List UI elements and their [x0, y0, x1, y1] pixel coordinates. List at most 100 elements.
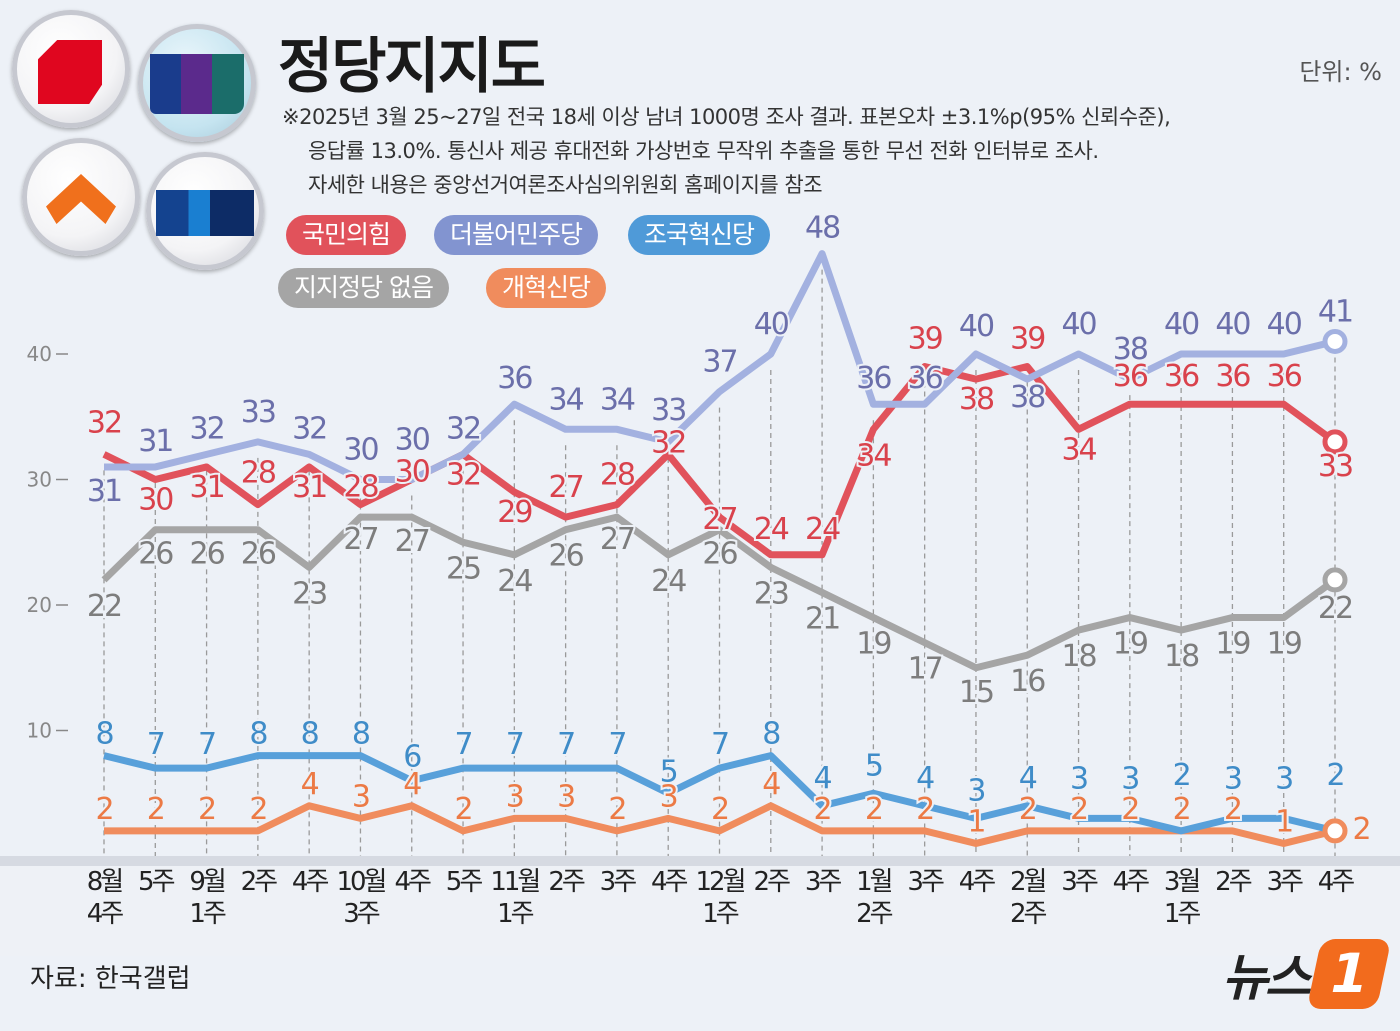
legend-democratic: 더불어민주당 — [434, 215, 599, 255]
brand-text: 뉴스 — [1222, 949, 1311, 1007]
data-label: 30 — [395, 423, 430, 458]
data-label: 34 — [600, 382, 635, 417]
x-tick-label: 4주 — [959, 867, 996, 897]
data-label: 3 — [506, 779, 523, 814]
data-label: 23 — [292, 576, 326, 611]
data-label: 7 — [198, 727, 215, 762]
x-tick-label: 9월 1주 — [189, 867, 226, 929]
data-label: 1 — [967, 804, 984, 839]
data-label: 22 — [1318, 591, 1352, 626]
y-tick-label: 40 — [27, 342, 52, 366]
x-tick-label: 5주 — [446, 867, 483, 897]
data-label: 3 — [967, 773, 984, 808]
data-label: 34 — [1061, 432, 1096, 467]
data-label: 28 — [343, 470, 378, 505]
x-tick-label: 2주 — [754, 867, 791, 897]
data-label: 34 — [856, 438, 891, 473]
data-label: 6 — [403, 740, 421, 775]
data-label: 2 — [814, 792, 831, 827]
data-label: 2 — [1019, 792, 1036, 827]
x-tick-label: 11월 1주 — [490, 867, 539, 929]
data-label: 3 — [1121, 761, 1138, 796]
x-axis-area — [0, 866, 1400, 956]
data-label: 23 — [754, 576, 788, 611]
x-tick-label: 3주 — [907, 867, 944, 897]
data-label: 2 — [1352, 812, 1369, 847]
data-label: 15 — [959, 675, 993, 710]
survey-note: ※2025년 3월 25~27일 전국 18세 이상 남녀 1000명 조사 결… — [282, 100, 1171, 202]
data-label: 2 — [1224, 792, 1241, 827]
data-label: 8 — [762, 717, 780, 752]
data-label: 2 — [198, 792, 215, 827]
data-label: 7 — [608, 727, 625, 762]
source-label: 자료: 한국갤럽 — [30, 964, 191, 994]
data-label: 7 — [711, 727, 728, 762]
endpoint-marker — [1322, 328, 1348, 354]
x-tick-label: 3주 — [805, 867, 842, 897]
data-label: 32 — [446, 457, 480, 492]
data-label: 2 — [95, 792, 112, 827]
data-label: 19 — [856, 627, 890, 662]
data-label: 3 — [1070, 761, 1087, 796]
legend-rebuilding-korea: 조국혁신당 — [628, 215, 771, 255]
data-label: 32 — [189, 411, 223, 446]
data-label: 18 — [1164, 639, 1199, 674]
x-tick-label: 4주 — [292, 867, 329, 897]
people-power-party-logo — [12, 10, 130, 128]
x-tick-label: 3주 — [600, 867, 637, 897]
data-label: 29 — [497, 495, 531, 530]
endpoint-marker — [1322, 567, 1348, 593]
data-label: 40 — [1164, 307, 1199, 342]
y-tick-label: 30 — [27, 468, 52, 492]
data-label: 48 — [805, 211, 840, 246]
data-label: 27 — [600, 522, 634, 557]
data-label: 38 — [1010, 380, 1045, 415]
y-tick-label: 10 — [27, 719, 52, 743]
data-label: 40 — [959, 309, 994, 344]
x-tick-label: 3주 — [1061, 867, 1098, 897]
data-label: 24 — [651, 564, 686, 599]
data-label: 3 — [1275, 761, 1292, 796]
data-label: 2 — [1173, 792, 1190, 827]
x-tick-label: 2월 2주 — [1010, 867, 1047, 929]
data-label: 32 — [87, 405, 121, 440]
data-label: 28 — [241, 456, 276, 491]
data-label: 25 — [446, 551, 480, 586]
data-label: 16 — [1010, 664, 1045, 699]
data-label: 3 — [352, 779, 369, 814]
x-tick-label: 4주 — [651, 867, 688, 897]
x-tick-label: 12월 1주 — [695, 867, 744, 929]
series-line-2 — [103, 752, 1336, 835]
data-label: 36 — [1215, 359, 1250, 394]
data-label: 5 — [660, 754, 677, 789]
data-label: 2 — [147, 792, 164, 827]
data-label: 3 — [1224, 761, 1241, 796]
data-label: 7 — [506, 727, 523, 762]
data-label: 36 — [1113, 359, 1148, 394]
note-line: 응답률 13.0%. 통신사 제공 휴대전화 가상번호 무작위 추출을 통한 무… — [308, 139, 1099, 163]
data-label: 22 — [87, 589, 121, 624]
data-label: 27 — [702, 502, 736, 537]
x-tick-label: 4주 — [395, 867, 432, 897]
data-label: 21 — [805, 601, 839, 636]
data-label: 36 — [1267, 359, 1302, 394]
data-label: 33 — [241, 395, 275, 430]
note-line: 자세한 내용은 중앙선거여론조사심의위원회 홈페이지를 참조 — [308, 173, 823, 197]
data-label: 38 — [1113, 332, 1148, 367]
data-label: 36 — [908, 361, 943, 396]
data-label: 41 — [1318, 294, 1352, 329]
note-line: ※2025년 3월 25~27일 전국 18세 이상 남녀 1000명 조사 결… — [282, 105, 1171, 129]
data-label: 40 — [1061, 307, 1096, 342]
rebuilding-korea-party-logo — [146, 152, 264, 270]
legend-people-power: 국민의힘 — [286, 215, 407, 255]
data-label: 2 — [1070, 792, 1087, 827]
series-line-4 — [104, 802, 1336, 847]
x-tick-label: 1월 2주 — [856, 867, 893, 929]
data-label: 19 — [1267, 627, 1301, 662]
unit-label: 단위: % — [1299, 58, 1382, 86]
data-label: 19 — [1215, 627, 1249, 662]
data-label: 26 — [241, 537, 276, 572]
legend-no-party: 지지정당 없음 — [278, 268, 449, 308]
x-tick-label: 2주 — [1215, 867, 1252, 897]
